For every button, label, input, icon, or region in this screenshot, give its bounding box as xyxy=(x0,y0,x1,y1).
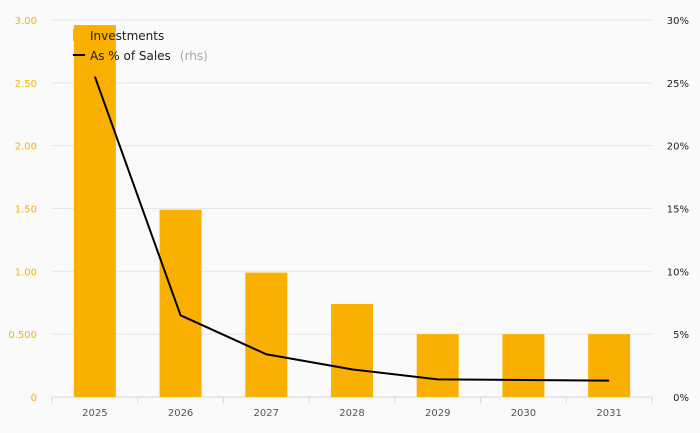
x-tick-label: 2025 xyxy=(82,408,107,419)
left-tick-label: 2.50 xyxy=(15,79,37,90)
x-tick-label: 2030 xyxy=(511,408,536,419)
x-tick-label: 2031 xyxy=(596,408,621,419)
right-tick-label: 10% xyxy=(667,267,689,278)
left-axis-ticks: 0 0.500 1.00 1.50 2.00 2.50 3.00 xyxy=(8,16,37,404)
bar-2025 xyxy=(73,25,116,397)
legend-label-investments: Investments xyxy=(90,29,164,43)
right-tick-label: 20% xyxy=(667,142,689,153)
legend-label-sales-pct: As % of Sales (rhs) xyxy=(90,45,208,64)
legend-label-sales-pct-text: As % of Sales xyxy=(90,49,171,63)
left-tick-label: 3.00 xyxy=(15,16,37,27)
left-tick-label: 1.00 xyxy=(15,267,37,278)
line-series xyxy=(93,76,610,382)
bar-2026 xyxy=(159,209,202,397)
right-tick-label: 0% xyxy=(673,393,689,404)
bar-2030 xyxy=(502,334,545,397)
bars xyxy=(73,25,631,397)
legend: Investments As % of Sales (rhs) xyxy=(73,29,208,64)
bar-2028 xyxy=(331,304,373,397)
right-axis-ticks: 0% 5% 10% 15% 20% 25% 30% xyxy=(667,16,689,404)
legend-swatch-investments xyxy=(73,29,83,41)
bar-2027 xyxy=(245,272,288,397)
legend-label-sales-pct-suffix: (rhs) xyxy=(180,49,208,63)
x-tick-label: 2026 xyxy=(168,408,193,419)
right-tick-label: 5% xyxy=(673,330,689,341)
right-tick-label: 15% xyxy=(667,205,689,216)
x-tick-label: 2028 xyxy=(339,408,364,419)
gridlines xyxy=(51,19,653,403)
left-tick-label: 1.50 xyxy=(15,205,37,216)
left-tick-label: 0 xyxy=(31,393,37,404)
right-tick-label: 30% xyxy=(667,16,689,27)
x-tick-label: 2027 xyxy=(254,408,279,419)
left-tick-label: 0.500 xyxy=(8,330,37,341)
left-tick-label: 2.00 xyxy=(15,142,37,153)
bar-2029 xyxy=(416,334,459,397)
x-tick-label: 2029 xyxy=(425,408,450,419)
x-axis-ticks: 2025 2026 2027 2028 2029 2030 2031 xyxy=(82,408,622,419)
right-tick-label: 25% xyxy=(667,79,689,90)
bar-2031 xyxy=(588,334,631,397)
